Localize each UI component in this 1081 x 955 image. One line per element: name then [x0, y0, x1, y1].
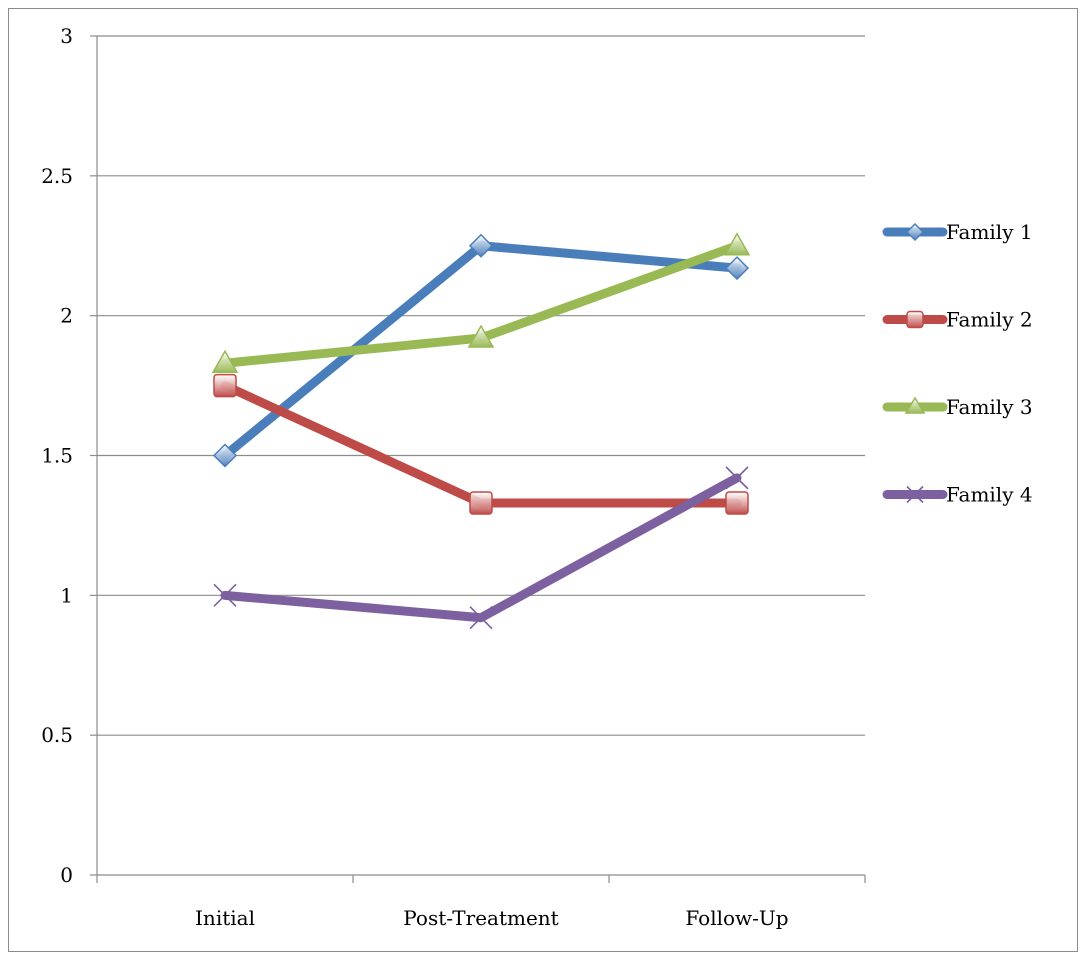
series-line — [220, 381, 742, 508]
data-point — [468, 233, 494, 258]
y-tick-label: 3 — [60, 24, 73, 48]
y-tick-label: 1.5 — [41, 444, 73, 468]
chart-frame — [8, 8, 1078, 952]
x-tick-label: Post-Treatment — [403, 906, 558, 930]
y-tick-label: 2 — [60, 304, 73, 328]
legend-item-1: Family 1 — [882, 220, 1033, 244]
data-point — [211, 349, 239, 373]
series-lines — [211, 232, 751, 630]
axes: 0 0.5 1 1.5 2 2.5 3 Initial Post-Treatment Follow… — [41, 24, 866, 930]
data-point — [725, 466, 749, 490]
y-tick-label: 2.5 — [41, 164, 73, 188]
data-point — [906, 485, 924, 504]
y-tick-label: 0 — [60, 863, 73, 887]
legend-label: Family 4 — [946, 483, 1033, 507]
data-point — [213, 583, 237, 607]
x-tick-label: Initial — [195, 906, 255, 930]
data-point — [469, 606, 493, 630]
y-tick-label: 0.5 — [41, 723, 73, 747]
data-point — [467, 324, 495, 348]
legend-item-4: Family 4 — [882, 483, 1033, 507]
data-point — [724, 256, 750, 281]
legend: Family 1 Family 2 Family 3 Family 4 — [882, 220, 1033, 507]
data-point — [469, 491, 493, 515]
y-tick-label: 1 — [60, 583, 73, 607]
legend-label: Family 1 — [946, 220, 1033, 244]
data-point — [725, 491, 749, 515]
series-2 — [213, 373, 749, 515]
data-point — [905, 222, 925, 242]
data-point — [906, 310, 924, 329]
series-1 — [212, 233, 750, 468]
data-point — [723, 232, 751, 256]
gridlines — [97, 35, 865, 736]
data-point — [213, 373, 237, 398]
data-point — [904, 396, 926, 414]
legend-label: Family 2 — [946, 308, 1033, 332]
legend-item-2: Family 2 — [882, 308, 1033, 332]
data-point — [212, 443, 238, 468]
series-4 — [213, 466, 749, 630]
legend-item-3: Family 3 — [882, 395, 1033, 419]
series-3 — [211, 232, 751, 373]
x-tick-label: Follow-Up — [685, 906, 788, 930]
legend-label: Family 3 — [946, 395, 1033, 419]
